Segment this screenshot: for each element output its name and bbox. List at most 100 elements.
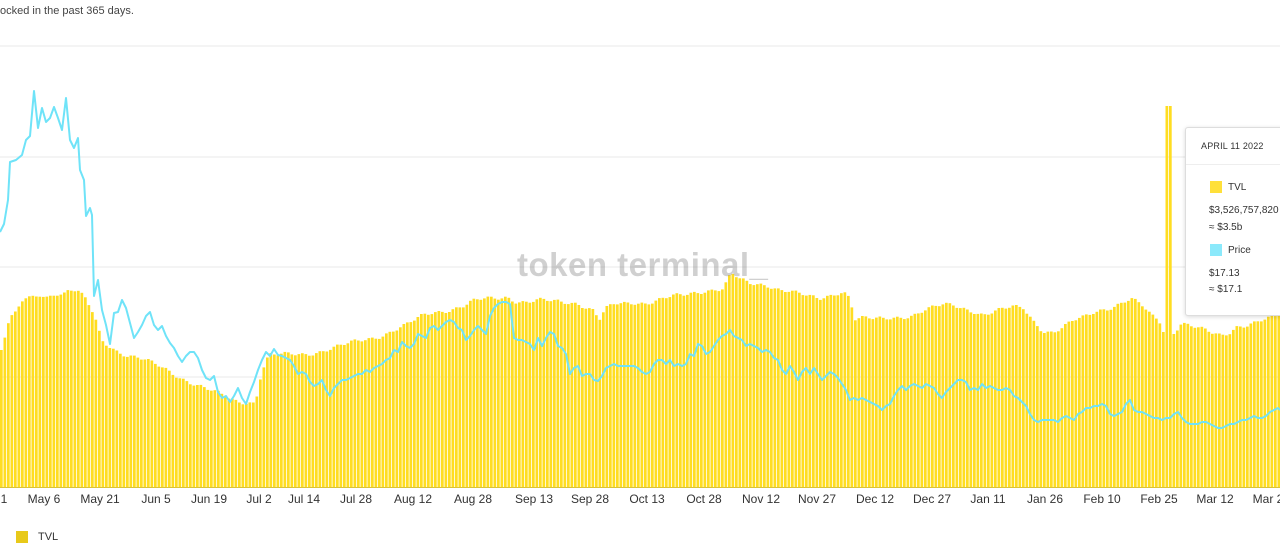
tvl-bar[interactable] xyxy=(794,290,798,487)
tvl-bar[interactable] xyxy=(651,303,654,487)
tvl-bar[interactable] xyxy=(584,308,588,487)
tvl-bar[interactable] xyxy=(885,319,889,487)
tvl-bar[interactable] xyxy=(469,300,472,487)
tvl-bar[interactable] xyxy=(1144,309,1148,487)
tvl-bar[interactable] xyxy=(1081,315,1085,487)
tvl-bar[interactable] xyxy=(595,315,598,487)
tvl-bar[interactable] xyxy=(378,338,381,487)
tvl-bar[interactable] xyxy=(976,313,980,487)
tvl-bar[interactable] xyxy=(24,298,28,487)
tvl-bar[interactable] xyxy=(913,313,917,487)
tvl-bar[interactable] xyxy=(402,324,406,487)
tvl-bar[interactable] xyxy=(980,313,983,488)
tvl-bar[interactable] xyxy=(682,295,686,487)
tvl-bar[interactable] xyxy=(311,355,315,488)
tvl-bar[interactable] xyxy=(1127,300,1130,487)
tvl-bar[interactable] xyxy=(371,337,374,487)
tvl-bar[interactable] xyxy=(1274,316,1277,487)
tvl-bar[interactable] xyxy=(203,387,206,487)
tvl-bar[interactable] xyxy=(252,402,255,488)
tvl-bar[interactable] xyxy=(192,385,196,487)
tvl-bar[interactable] xyxy=(812,295,815,487)
tvl-bar[interactable] xyxy=(658,298,661,487)
tvl-bar[interactable] xyxy=(696,293,700,487)
tvl-bar[interactable] xyxy=(1256,321,1260,487)
tvl-bar[interactable] xyxy=(437,311,441,487)
tvl-bar[interactable] xyxy=(1078,317,1081,487)
tvl-bar[interactable] xyxy=(735,277,738,487)
tvl-bar[interactable] xyxy=(1039,331,1043,487)
tvl-bar[interactable] xyxy=(759,283,763,487)
tvl-bar[interactable] xyxy=(1165,106,1169,487)
tvl-bar[interactable] xyxy=(1246,326,1249,487)
tvl-bar[interactable] xyxy=(364,340,367,487)
tvl-bar[interactable] xyxy=(924,310,927,487)
tvl-bar[interactable] xyxy=(1067,321,1071,487)
tvl-bar[interactable] xyxy=(528,302,532,487)
tvl-bar[interactable] xyxy=(1102,309,1106,487)
tvl-bar[interactable] xyxy=(1218,333,1221,488)
tvl-bar[interactable] xyxy=(654,300,658,487)
tvl-bar[interactable] xyxy=(336,344,339,487)
tvl-bar[interactable] xyxy=(647,304,651,487)
tvl-bar[interactable] xyxy=(1092,314,1095,487)
tvl-bar[interactable] xyxy=(1137,302,1141,487)
tvl-bar[interactable] xyxy=(518,302,521,487)
tvl-bar[interactable] xyxy=(87,305,91,487)
tvl-bar[interactable] xyxy=(766,287,770,487)
tvl-bar[interactable] xyxy=(455,307,458,487)
tvl-bar[interactable] xyxy=(637,303,640,487)
tvl-bar[interactable] xyxy=(903,319,906,487)
tvl-bar[interactable] xyxy=(721,289,724,487)
tvl-bar[interactable] xyxy=(325,351,329,488)
tvl-bar[interactable] xyxy=(1267,316,1270,487)
tvl-bar[interactable] xyxy=(423,313,427,487)
tvl-bar[interactable] xyxy=(112,348,115,487)
tvl-bar[interactable] xyxy=(360,341,364,487)
tvl-bar[interactable] xyxy=(185,381,189,487)
tvl-bar[interactable] xyxy=(129,355,133,488)
tvl-bar[interactable] xyxy=(1155,318,1158,487)
tvl-bar[interactable] xyxy=(840,293,843,487)
tvl-bar[interactable] xyxy=(1130,298,1134,487)
tvl-bar[interactable] xyxy=(1025,313,1029,487)
tvl-bar[interactable] xyxy=(1197,327,1200,487)
tvl-bar[interactable] xyxy=(1123,302,1127,487)
tvl-bar[interactable] xyxy=(749,284,752,487)
tvl-bar[interactable] xyxy=(259,379,262,488)
tvl-bar[interactable] xyxy=(598,319,602,487)
tvl-bar[interactable] xyxy=(525,301,528,487)
tvl-bar[interactable] xyxy=(934,305,938,487)
tvl-bar[interactable] xyxy=(483,298,486,487)
tvl-bar[interactable] xyxy=(493,298,497,487)
tvl-bar[interactable] xyxy=(1008,307,1011,487)
tvl-bar[interactable] xyxy=(787,291,791,487)
tvl-bar[interactable] xyxy=(1109,309,1113,487)
tvl-bar[interactable] xyxy=(973,314,976,487)
tvl-bar[interactable] xyxy=(801,295,805,487)
tvl-bar[interactable] xyxy=(17,306,21,488)
tvl-bar[interactable] xyxy=(546,300,549,487)
tvl-bar[interactable] xyxy=(1095,311,1099,487)
tvl-bar[interactable] xyxy=(332,346,336,487)
tvl-bar[interactable] xyxy=(959,308,962,487)
tvl-bar[interactable] xyxy=(248,402,252,487)
tvl-bar[interactable] xyxy=(178,378,182,487)
tvl-bar[interactable] xyxy=(640,302,644,487)
tvl-bar[interactable] xyxy=(266,357,269,488)
tvl-bar[interactable] xyxy=(745,280,749,487)
tvl-bar[interactable] xyxy=(829,294,833,487)
tvl-bar[interactable] xyxy=(854,320,857,487)
tvl-bar[interactable] xyxy=(504,296,507,487)
tvl-bar[interactable] xyxy=(126,356,129,487)
tvl-bar[interactable] xyxy=(1193,327,1197,487)
tvl-bar[interactable] xyxy=(815,298,819,487)
tvl-bar[interactable] xyxy=(73,291,77,487)
tvl-bar[interactable] xyxy=(563,303,567,487)
tvl-bar[interactable] xyxy=(763,285,766,487)
tvl-bar[interactable] xyxy=(122,356,126,487)
tvl-bar[interactable] xyxy=(1088,314,1092,487)
tvl-bar[interactable] xyxy=(1162,332,1165,487)
tvl-bar[interactable] xyxy=(161,367,164,487)
